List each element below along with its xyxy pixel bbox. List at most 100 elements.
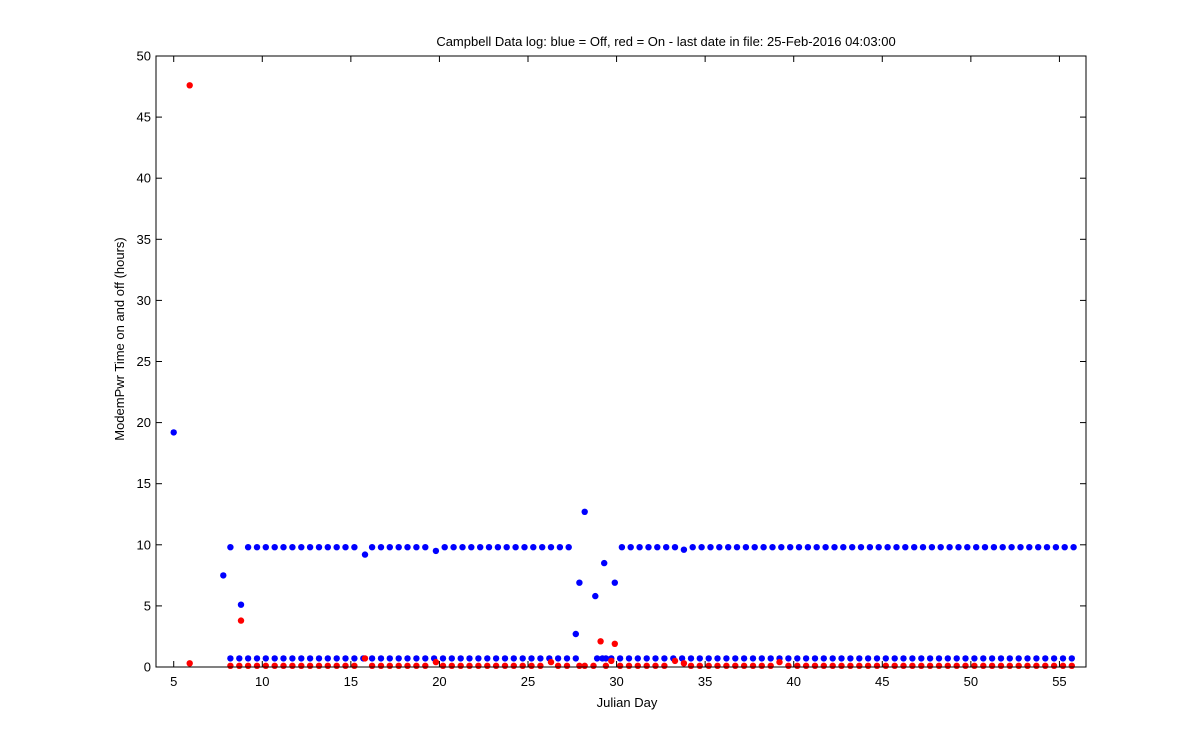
data-point xyxy=(997,655,1005,662)
data-point xyxy=(964,544,971,551)
data-point xyxy=(652,655,659,662)
data-point xyxy=(395,655,402,662)
y-axis-label: ModemPwr Time on and off (hours) xyxy=(112,237,127,441)
data-point xyxy=(1059,655,1067,662)
data-point xyxy=(315,655,323,662)
data-point xyxy=(671,657,679,665)
data-point xyxy=(306,662,314,669)
y-tick-label: 10 xyxy=(137,537,151,552)
data-point xyxy=(1015,655,1022,662)
data-point xyxy=(654,544,661,551)
data-point xyxy=(581,508,588,515)
data-point xyxy=(1059,662,1067,669)
data-point xyxy=(466,655,473,662)
data-point xyxy=(689,544,696,551)
data-point xyxy=(652,662,659,669)
data-point xyxy=(1024,655,1031,662)
data-point xyxy=(602,662,610,669)
data-point xyxy=(280,662,287,669)
data-point xyxy=(170,429,177,436)
data-point xyxy=(432,547,440,555)
chart-title: Campbell Data log: blue = Off, red = On … xyxy=(436,34,895,49)
y-tick-label: 0 xyxy=(144,660,151,675)
y-tick-label: 35 xyxy=(137,232,151,247)
data-point xyxy=(864,655,872,662)
data-point xyxy=(244,662,252,669)
data-point xyxy=(971,655,978,662)
data-point xyxy=(758,655,765,662)
data-point xyxy=(441,544,448,551)
x-axis-label: Julian Day xyxy=(597,695,658,710)
data-point xyxy=(1006,655,1013,662)
data-point xyxy=(492,655,500,662)
data-point xyxy=(565,544,572,551)
data-point xyxy=(733,544,741,551)
data-point xyxy=(953,655,960,662)
data-point xyxy=(333,544,340,551)
data-point xyxy=(971,662,978,669)
data-point xyxy=(856,655,863,662)
data-point xyxy=(1068,662,1076,669)
data-point xyxy=(749,662,757,669)
data-point xyxy=(946,544,953,551)
data-point xyxy=(519,655,526,662)
data-point xyxy=(404,544,411,551)
data-point xyxy=(740,655,748,662)
data-point xyxy=(342,544,349,551)
data-point xyxy=(636,544,643,551)
data-point xyxy=(732,655,739,662)
data-point xyxy=(716,544,723,551)
data-point xyxy=(787,544,794,551)
data-point xyxy=(813,544,820,551)
data-point xyxy=(1068,655,1076,662)
data-point xyxy=(802,662,810,669)
y-tick-label: 40 xyxy=(137,171,151,186)
data-point xyxy=(590,662,597,669)
data-point xyxy=(554,655,562,662)
data-point xyxy=(661,655,668,662)
data-point xyxy=(439,655,447,662)
data-point xyxy=(849,544,856,551)
data-point xyxy=(1033,655,1040,662)
data-point xyxy=(1043,544,1051,551)
y-tick-label: 15 xyxy=(137,476,151,491)
data-point xyxy=(368,662,376,669)
data-point xyxy=(572,630,579,638)
data-point xyxy=(324,662,331,669)
data-point xyxy=(262,655,269,662)
data-point xyxy=(634,655,641,662)
data-point xyxy=(244,655,252,662)
data-point xyxy=(457,662,464,669)
data-point xyxy=(236,655,243,662)
data-point xyxy=(601,559,608,567)
data-point xyxy=(1042,655,1049,662)
data-point xyxy=(705,662,712,669)
data-point xyxy=(838,662,845,669)
data-point xyxy=(448,662,455,669)
data-point xyxy=(634,662,641,669)
data-point xyxy=(611,640,618,647)
data-point xyxy=(413,655,420,662)
data-point xyxy=(767,662,774,669)
data-point xyxy=(227,655,234,662)
data-point xyxy=(220,572,227,579)
y-tick-label: 20 xyxy=(137,415,151,430)
data-point xyxy=(864,662,872,669)
data-point xyxy=(484,662,491,669)
x-tick-label: 50 xyxy=(964,674,978,689)
y-tick-label: 45 xyxy=(137,110,151,125)
data-point xyxy=(1008,544,1015,551)
data-point xyxy=(592,592,599,600)
data-point xyxy=(1033,662,1040,669)
data-point xyxy=(306,544,314,551)
data-point xyxy=(377,662,385,669)
data-point xyxy=(953,662,960,669)
data-point xyxy=(714,662,721,669)
data-point xyxy=(227,662,234,669)
data-point xyxy=(707,544,714,551)
data-point xyxy=(315,662,323,669)
data-point xyxy=(422,655,429,662)
data-point xyxy=(342,662,349,669)
data-point xyxy=(448,655,455,662)
data-point xyxy=(244,544,252,551)
